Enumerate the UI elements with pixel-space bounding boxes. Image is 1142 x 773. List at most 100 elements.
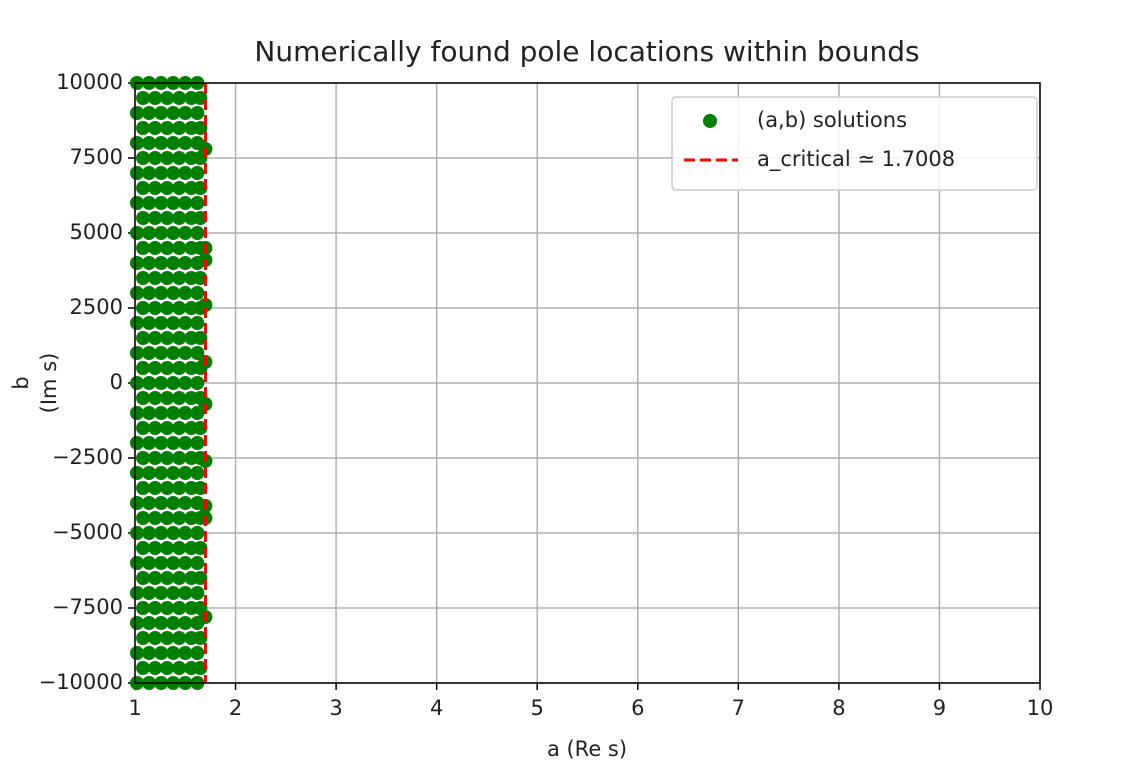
scatter-point — [148, 121, 163, 135]
scatter-point — [136, 211, 151, 225]
scatter-point — [160, 421, 175, 435]
scatter-point — [130, 256, 145, 270]
scatter-point — [148, 271, 163, 285]
scatter-point — [172, 391, 187, 405]
scatter-point — [193, 121, 208, 135]
scatter-point — [142, 286, 157, 300]
scatter-point — [172, 301, 187, 315]
scatter-point — [193, 571, 208, 585]
x-tick-label: 9 — [933, 696, 946, 720]
scatter-point — [142, 436, 157, 450]
scatter-point — [190, 316, 205, 330]
scatter-point — [190, 106, 205, 120]
scatter-point — [172, 421, 187, 435]
scatter-point — [142, 376, 157, 390]
scatter-point — [160, 91, 175, 105]
scatter-point — [154, 256, 169, 270]
scatter-point — [142, 406, 157, 420]
scatter-point — [193, 661, 208, 675]
scatter-point — [190, 376, 205, 390]
x-tick-label: 2 — [229, 696, 242, 720]
scatter-point — [148, 91, 163, 105]
scatter-point — [130, 346, 145, 360]
scatter-point — [172, 271, 187, 285]
scatter-point — [154, 136, 169, 150]
scatter-point — [136, 301, 151, 315]
scatter-point — [178, 226, 193, 240]
scatter-point — [130, 376, 145, 390]
y-tick-label: 5000 — [70, 220, 123, 244]
scatter-point — [178, 376, 193, 390]
scatter-point — [178, 616, 193, 630]
scatter-point — [166, 496, 181, 510]
scatter-point — [160, 211, 175, 225]
scatter-point — [193, 331, 208, 345]
scatter-point — [190, 346, 205, 360]
scatter-point — [136, 181, 151, 195]
scatter-point — [178, 466, 193, 480]
scatter-point — [148, 421, 163, 435]
scatter-point — [172, 451, 187, 465]
scatter-point — [142, 496, 157, 510]
scatter-point — [172, 661, 187, 675]
scatter-point — [136, 661, 151, 675]
scatter-point — [148, 301, 163, 315]
scatter-point — [160, 361, 175, 375]
scatter-point — [166, 256, 181, 270]
scatter-point — [190, 556, 205, 570]
scatter-point — [172, 91, 187, 105]
scatter-point — [148, 451, 163, 465]
scatter-point — [190, 406, 205, 420]
scatter-point — [148, 661, 163, 675]
x-axis-label: a (Re s) — [547, 737, 627, 761]
scatter-point — [193, 631, 208, 645]
scatter-point — [178, 256, 193, 270]
x-tick-label: 8 — [832, 696, 845, 720]
scatter-series — [130, 76, 213, 690]
scatter-point — [178, 526, 193, 540]
scatter-point — [166, 286, 181, 300]
scatter-point — [154, 376, 169, 390]
y-tick-label: −7500 — [52, 595, 123, 619]
scatter-point — [130, 196, 145, 210]
y-tick-label: 7500 — [70, 145, 123, 169]
scatter-point — [142, 346, 157, 360]
scatter-point — [136, 541, 151, 555]
scatter-point — [160, 571, 175, 585]
scatter-point — [178, 106, 193, 120]
legend-label: (a,b) solutions — [757, 108, 907, 132]
scatter-point — [160, 301, 175, 315]
scatter-point — [148, 541, 163, 555]
scatter-point — [172, 511, 187, 525]
scatter-point — [148, 571, 163, 585]
scatter-point — [130, 406, 145, 420]
scatter-point — [172, 631, 187, 645]
scatter-point — [130, 466, 145, 480]
scatter-point — [166, 136, 181, 150]
scatter-point — [142, 616, 157, 630]
scatter-point — [190, 586, 205, 600]
y-tick-label: 2500 — [70, 295, 123, 319]
scatter-point — [178, 436, 193, 450]
scatter-point — [136, 421, 151, 435]
scatter-point — [130, 586, 145, 600]
scatter-point — [160, 121, 175, 135]
y-tick-label: 10000 — [56, 70, 123, 94]
scatter-point — [160, 151, 175, 165]
scatter-point — [160, 271, 175, 285]
scatter-point — [148, 181, 163, 195]
scatter-point — [154, 646, 169, 660]
scatter-point — [130, 646, 145, 660]
scatter-point — [166, 466, 181, 480]
x-tick-label: 10 — [1027, 696, 1054, 720]
scatter-point — [166, 436, 181, 450]
scatter-point — [148, 361, 163, 375]
scatter-point — [178, 136, 193, 150]
scatter-point — [148, 481, 163, 495]
scatter-point — [130, 286, 145, 300]
scatter-point — [142, 226, 157, 240]
scatter-point — [148, 151, 163, 165]
scatter-point — [142, 166, 157, 180]
scatter-point — [178, 406, 193, 420]
